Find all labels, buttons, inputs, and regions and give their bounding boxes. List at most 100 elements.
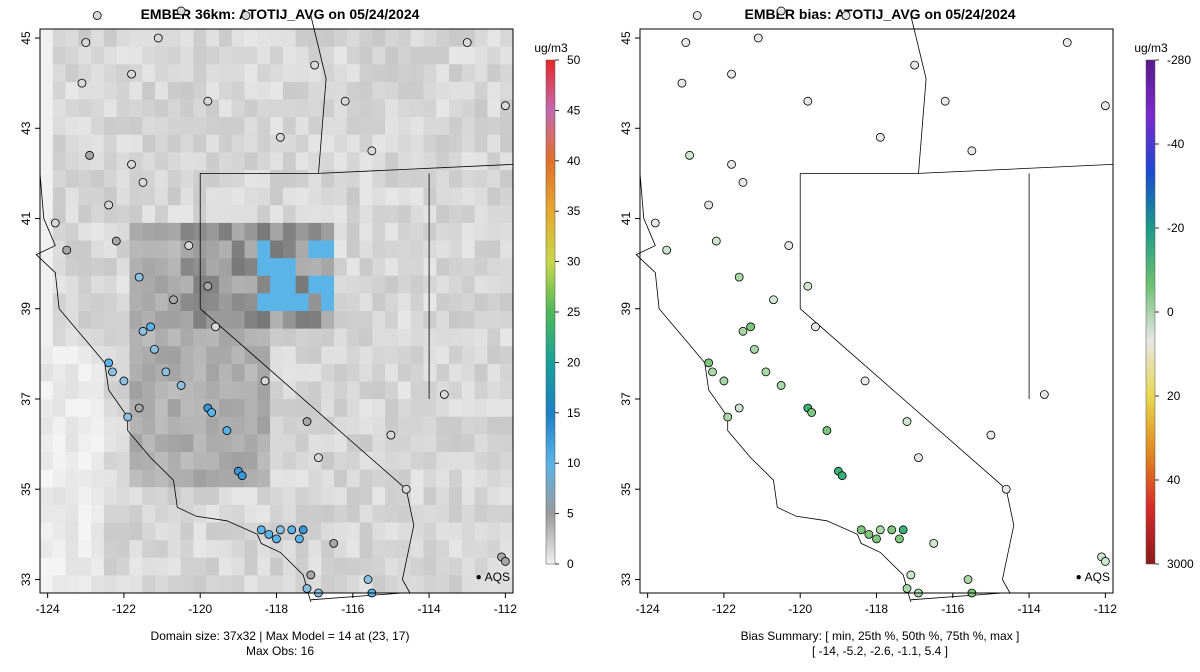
monitor-site — [401, 484, 411, 494]
monitor-site — [50, 218, 60, 228]
ca-nv-border — [799, 173, 1007, 490]
x-tick-label: -122 — [712, 602, 736, 616]
monitor-site — [306, 570, 316, 580]
bias-site — [650, 218, 660, 228]
bias-site — [1100, 101, 1110, 111]
monitor-site — [127, 159, 136, 169]
monitor-site — [62, 245, 72, 255]
bias-site — [856, 525, 866, 535]
model-colorbar-tick-label: 35 — [567, 204, 581, 218]
monitor-site — [150, 344, 159, 354]
y-tick-label: 43 — [19, 121, 33, 135]
monitor-site — [104, 200, 114, 210]
bias-site — [902, 584, 912, 593]
monitor-site — [237, 471, 247, 481]
monitor-site — [294, 534, 304, 544]
y-tick-label: 35 — [619, 482, 633, 496]
max-obs-caption: Max Obs: 16 — [245, 644, 315, 658]
monitor-site — [329, 538, 339, 548]
bias-site — [784, 241, 794, 250]
bias-site — [1062, 38, 1072, 47]
bias-summary-caption: Bias Summary: [ min, 25th %, 50th %, 75t… — [740, 629, 1020, 643]
monitor-site — [287, 525, 297, 535]
bias-site — [872, 534, 881, 544]
domain-caption: Domain size: 37x32 | Max Model = 14 at (… — [150, 629, 410, 643]
bias-site — [1001, 484, 1011, 494]
monitor-site — [302, 417, 312, 426]
x-tick-label: -118 — [865, 602, 888, 616]
monitor-site — [462, 38, 472, 47]
monitor-site — [108, 367, 117, 377]
monitor-site — [146, 322, 156, 332]
x-tick-label: -114 — [418, 602, 441, 616]
bias-site — [887, 525, 897, 535]
bias-site — [769, 295, 778, 305]
bias-site — [894, 534, 904, 544]
y-tick-label: 45 — [619, 31, 633, 45]
monitor-site — [169, 295, 178, 305]
bias-colorbar-tick-label: 40 — [1167, 473, 1181, 487]
bias-colorbar-tick-label: -20 — [1167, 221, 1185, 235]
bias-colorbar-tick-label: 3000 — [1167, 557, 1194, 571]
monitor-site — [500, 557, 510, 566]
x-tick-label: -114 — [1018, 602, 1041, 616]
bias-site — [719, 376, 729, 386]
model-colorbar-tick-label: 25 — [567, 305, 581, 319]
monitor-site — [241, 11, 251, 20]
monitor-site — [314, 453, 323, 463]
bias-site — [898, 525, 908, 535]
model-colorbar-tick-label: 10 — [567, 456, 581, 470]
monitor-site — [123, 412, 133, 422]
bias-map: AQS -124 -122 -120 -118 -116 -114 -112 33 35 37 39 4… — [619, 6, 1194, 616]
model-colorbar-unit: ug/m3 — [534, 41, 568, 55]
model-colorbar-tick-label: 15 — [567, 406, 581, 420]
y-tick-label: 35 — [19, 482, 33, 496]
monitor-site — [161, 367, 171, 377]
monitor-site — [256, 525, 266, 535]
x-tick-label: -120 — [188, 602, 212, 616]
monitor-site — [85, 150, 94, 160]
monitor-site — [134, 272, 144, 282]
bias-panel: EMBER bias: ATOTIJ_AVG on 05/24/2024 AQS… — [600, 0, 1200, 672]
monitor-site — [176, 381, 186, 390]
monitor-site — [275, 525, 285, 535]
monitor-site — [77, 78, 87, 88]
y-tick-label: 39 — [19, 302, 33, 316]
monitor-site — [176, 6, 186, 16]
bias-site — [704, 200, 714, 210]
bias-site — [734, 272, 744, 282]
bias-map-title: EMBER bias: ATOTIJ_AVG on 05/24/2024 — [744, 6, 1016, 22]
model-map: AQS -124 -122 -120 -118 -116 -114 -112 33 35 37 39 4… — [19, 6, 581, 616]
az-border — [1001, 489, 1015, 594]
model-colorbar-tick-label: 20 — [567, 355, 581, 369]
model-grid — [40, 29, 514, 594]
monitor-site — [386, 430, 396, 440]
bias-site — [677, 78, 687, 88]
mexico-border — [310, 592, 403, 601]
bias-site — [803, 96, 813, 106]
bias-site — [841, 11, 851, 20]
bias-site — [692, 11, 702, 20]
bias-site — [738, 178, 748, 187]
bias-colorbar-tick-label: -40 — [1167, 137, 1185, 151]
aqs-marker — [1076, 575, 1081, 580]
model-colorbar-tick-label: 40 — [567, 154, 581, 168]
bias-site — [914, 453, 923, 463]
monitor-site — [119, 376, 129, 386]
bias-site — [761, 367, 771, 377]
aqs-label: AQS — [1085, 570, 1110, 584]
bias-site — [910, 60, 920, 70]
bias-site — [875, 525, 885, 535]
bias-site — [734, 403, 744, 413]
x-tick-label: -122 — [112, 602, 136, 616]
bias-site — [875, 132, 885, 142]
model-colorbar-tick-label: 30 — [567, 255, 581, 269]
monitor-site — [363, 575, 373, 584]
monitor-site — [272, 534, 281, 544]
monitor-site — [222, 426, 232, 435]
bias-site — [864, 529, 874, 539]
bias-site — [704, 358, 714, 368]
monitor-site — [134, 403, 144, 413]
bias-site — [940, 96, 950, 106]
bias-site — [822, 426, 832, 435]
